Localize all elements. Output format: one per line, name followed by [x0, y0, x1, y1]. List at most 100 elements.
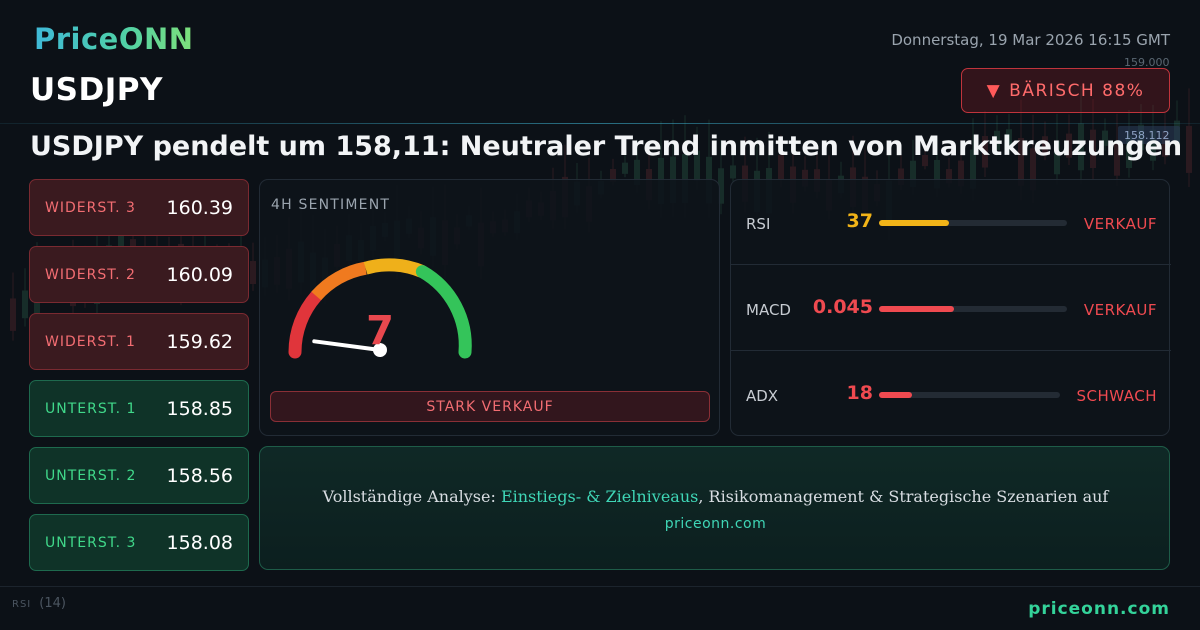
bg-candle-body	[1018, 137, 1024, 186]
indicator-signal: VERKAUF	[1083, 215, 1157, 233]
footer-brand-link[interactable]: priceonn.com	[1028, 599, 1170, 619]
level-value: 158.08	[166, 531, 233, 554]
gauge-arc-orange	[311, 261, 367, 301]
indicators-panel: RSI 37 VERKAUF MACD 0.045 VERKAUF ADX 18…	[730, 179, 1171, 437]
bg-candle-body	[634, 159, 640, 185]
cta-highlight[interactable]: Einstiegs- & Zielniveaus	[500, 487, 699, 506]
bg-candle-body	[1102, 130, 1108, 146]
level-value: 160.09	[166, 263, 233, 286]
bg-candle-body	[682, 154, 688, 203]
bg-candle-body	[1150, 129, 1156, 161]
level-value: 159.62	[166, 330, 233, 353]
indicator-name: RSI	[746, 215, 771, 233]
bg-candle-body	[910, 160, 916, 187]
indicator-adx: ADX 18 SCHWACH	[731, 352, 1171, 437]
symbol-title: USDJPY	[30, 72, 163, 108]
gauge-arc-red	[288, 289, 323, 359]
bg-candle-body	[922, 154, 928, 167]
bg-candle-body	[622, 162, 628, 174]
level-support-2: UNTERST. 2 158.56	[29, 447, 249, 504]
indicator-bar-fill	[879, 392, 912, 398]
sentiment-panel: 4H SENTIMENT 7 STARK VERKAUF	[259, 179, 720, 436]
indicator-name: MACD	[746, 301, 791, 319]
bg-candle-body	[1054, 140, 1060, 175]
level-label: UNTERST. 3	[45, 534, 137, 551]
bg-candle-body	[946, 169, 952, 184]
indicator-signal: SCHWACH	[1076, 387, 1157, 405]
bg-candle-body	[1078, 123, 1084, 171]
bg-rsi-name: RSI	[12, 599, 32, 610]
levels-list: WIDERST. 3 160.39 WIDERST. 2 160.09 WIDE…	[29, 179, 249, 581]
sentiment-score: 7	[366, 308, 394, 354]
bg-candle-body	[1030, 148, 1036, 191]
indicator-bar-track	[879, 392, 1060, 398]
indicator-bar-track	[879, 306, 1067, 312]
indicator-bar-fill	[879, 220, 949, 226]
bg-price-tag-1: 159.000	[1124, 56, 1170, 69]
bg-candle-body	[610, 169, 616, 182]
indicator-value: 18	[846, 382, 873, 404]
bg-candle-body	[10, 298, 16, 331]
sentiment-signal: STARK VERKAUF	[270, 391, 710, 422]
down-triangle-icon: ▼	[986, 80, 1002, 101]
level-resistance-2: WIDERST. 2 160.09	[29, 246, 249, 303]
header-divider	[0, 123, 1200, 124]
priceonn-logo: PriceONN	[34, 22, 194, 56]
level-resistance-1: WIDERST. 1 159.62	[29, 313, 249, 370]
level-value: 160.39	[166, 196, 233, 219]
level-label: WIDERST. 1	[45, 333, 136, 350]
bg-candle-body	[802, 169, 808, 187]
bg-candle-body	[1126, 135, 1132, 169]
bearish-badge-label: BÄRISCH 88%	[1009, 80, 1145, 101]
bg-candle-body	[1006, 129, 1012, 149]
sentiment-title: 4H SENTIMENT	[271, 197, 391, 213]
gauge-needle-hub	[373, 343, 387, 357]
bg-candle-body	[1114, 141, 1120, 176]
indicator-name: ADX	[746, 387, 779, 405]
indicator-bar-track	[879, 220, 1067, 226]
cta-suffix: , Risikomanagement & Strategische Szenar…	[698, 487, 1109, 506]
gauge-needle	[312, 339, 382, 352]
level-support-3: UNTERST. 3 158.08	[29, 514, 249, 571]
indicator-value: 37	[846, 210, 873, 232]
level-label: WIDERST. 2	[45, 266, 136, 283]
bg-candle-body	[982, 136, 988, 168]
level-support-1: UNTERST. 1 158.85	[29, 380, 249, 437]
footer-divider	[0, 586, 1200, 587]
cta-text: Vollständige Analyse: Einstiegs- & Zieln…	[260, 487, 1171, 506]
bg-candle-body	[934, 159, 940, 189]
bg-candle-body	[958, 160, 964, 187]
indicator-macd: MACD 0.045 VERKAUF	[731, 266, 1171, 351]
analysis-cta[interactable]: Vollständige Analyse: Einstiegs- & Zieln…	[259, 446, 1170, 570]
level-value: 158.56	[166, 464, 233, 487]
bg-candle-body	[1066, 133, 1072, 158]
indicator-rsi: RSI 37 VERKAUF	[731, 180, 1171, 265]
bg-candle-body	[1186, 125, 1192, 173]
bg-candle-body	[718, 168, 724, 204]
bg-rsi-label: RSI (14)	[12, 596, 66, 611]
cta-link[interactable]: priceonn.com	[664, 516, 767, 532]
level-label: UNTERST. 2	[45, 467, 137, 484]
bg-price-tag-2: 158.112	[1124, 129, 1170, 142]
sentiment-gauge: 7	[288, 258, 472, 359]
gauge-arc-yellow	[363, 258, 425, 278]
level-label: WIDERST. 3	[45, 199, 136, 216]
datetime: Donnerstag, 19 Mar 2026 16:15 GMT	[891, 31, 1170, 49]
bg-candle-body	[994, 130, 1000, 150]
cta-prefix: Vollständige Analyse:	[322, 487, 501, 506]
level-resistance-3: WIDERST. 3 160.39	[29, 179, 249, 236]
indicator-value: 0.045	[812, 296, 873, 318]
indicator-signal: VERKAUF	[1083, 301, 1157, 319]
bg-candle-body	[970, 149, 976, 189]
bg-candle-body	[250, 261, 256, 285]
bg-candle-body	[898, 168, 904, 186]
bg-candle-body	[1042, 136, 1048, 155]
bg-candle-body	[1090, 129, 1096, 169]
bg-candle-body	[22, 290, 28, 319]
bg-rsi-period: (14)	[39, 596, 66, 611]
headline: USDJPY pendelt um 158,11: Neutraler Tren…	[30, 131, 1183, 162]
bg-candle-body	[694, 150, 700, 181]
level-label: UNTERST. 1	[45, 400, 137, 417]
level-value: 158.85	[166, 397, 233, 420]
bearish-badge: ▼ BÄRISCH 88%	[961, 68, 1170, 113]
